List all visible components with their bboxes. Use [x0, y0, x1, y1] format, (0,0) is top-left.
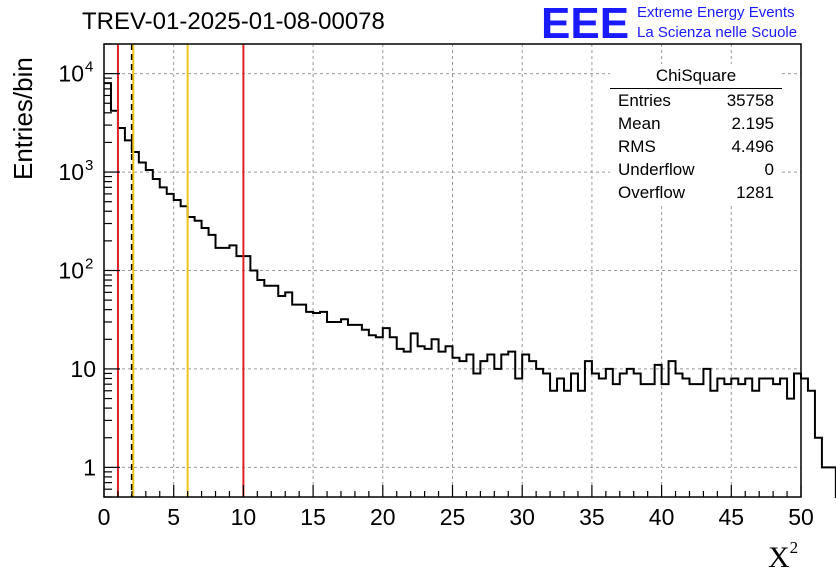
stats-row: Overflow 1281 — [610, 181, 782, 204]
stats-label: Overflow — [618, 183, 686, 202]
eee-logo: EEE — [541, 0, 630, 48]
x-tick-label: 0 — [98, 504, 111, 530]
stats-value: 2.195 — [731, 114, 774, 133]
x-tick-label: 35 — [579, 504, 605, 530]
stats-value: 35758 — [726, 91, 774, 110]
x-tick-label: 30 — [509, 504, 535, 530]
cut-lines — [116, 44, 245, 497]
stats-row: RMS 4.496 — [610, 135, 782, 158]
y-tick-label: 10 — [58, 159, 84, 185]
stats-row: Underflow 0 — [610, 158, 782, 181]
stats-title: ChiSquare — [610, 64, 782, 89]
histogram-line — [104, 82, 836, 498]
stats-label: Mean — [618, 114, 661, 133]
histogram-series — [104, 82, 836, 498]
x-tick-label: 50 — [788, 504, 814, 530]
stats-row: Mean 2.195 — [610, 112, 782, 135]
stats-label: Entries — [618, 91, 671, 110]
x-axis-label-base: X — [768, 541, 790, 574]
stats-value: 1281 — [736, 183, 774, 202]
x-axis-label: X2 — [768, 538, 798, 575]
x-tick-label: 25 — [440, 504, 466, 530]
stats-row: Entries 35758 — [610, 89, 782, 112]
grid — [104, 44, 801, 497]
stats-rows: Entries 35758 Mean 2.195 RMS 4.496 Underflow 0 O… — [610, 89, 782, 204]
y-tick-label: 10 — [70, 356, 96, 382]
stats-box: ChiSquare Entries 35758 Mean 2.195 RMS 4.496 U… — [610, 64, 782, 204]
x-axis-label-exponent: 2 — [789, 538, 799, 557]
y-tick-exponent: 4 — [85, 59, 93, 76]
y-tick-label: 1 — [83, 454, 96, 480]
x-tick-label: 45 — [719, 504, 745, 530]
logo-line-1: Extreme Energy Events — [637, 4, 795, 21]
x-tick-label: 40 — [649, 504, 675, 530]
stats-value: 4.496 — [731, 137, 774, 156]
stats-label: RMS — [618, 137, 656, 156]
x-tick-label: 10 — [231, 504, 257, 530]
x-tick-label: 5 — [167, 504, 180, 530]
y-tick-exponent: 3 — [85, 157, 93, 174]
stats-label: Underflow — [618, 160, 695, 179]
chart-title: TREV-01-2025-01-08-00078 — [82, 8, 385, 35]
y-tick-label: 10 — [58, 61, 84, 87]
x-tick-label: 20 — [370, 504, 396, 530]
y-tick-exponent: 2 — [85, 256, 93, 273]
y-tick-label: 10 — [58, 258, 84, 284]
stats-value: 0 — [764, 160, 774, 179]
x-tick-label: 15 — [300, 504, 326, 530]
logo-line-2: La Scienza nelle Scuole — [637, 24, 798, 41]
